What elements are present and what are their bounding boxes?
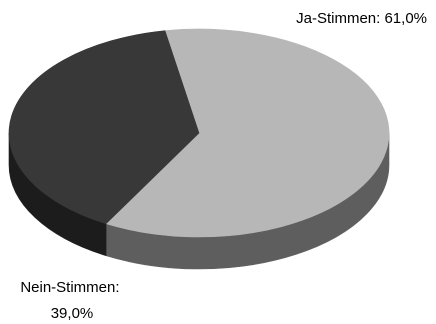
- pie-tops: [9, 29, 389, 237]
- slice-label-ja-line-1: Ja-Stimmen: 61,0%: [296, 10, 427, 27]
- slice-label-nein: Nein-Stimmen: 39,0%: [20, 279, 123, 322]
- slice-label-ja: Ja-Stimmen: 61,0%: [296, 10, 427, 27]
- slice-label-nein-line-1: Nein-Stimmen:: [20, 279, 119, 296]
- slice-label-nein-line-2: 39,0%: [51, 305, 94, 322]
